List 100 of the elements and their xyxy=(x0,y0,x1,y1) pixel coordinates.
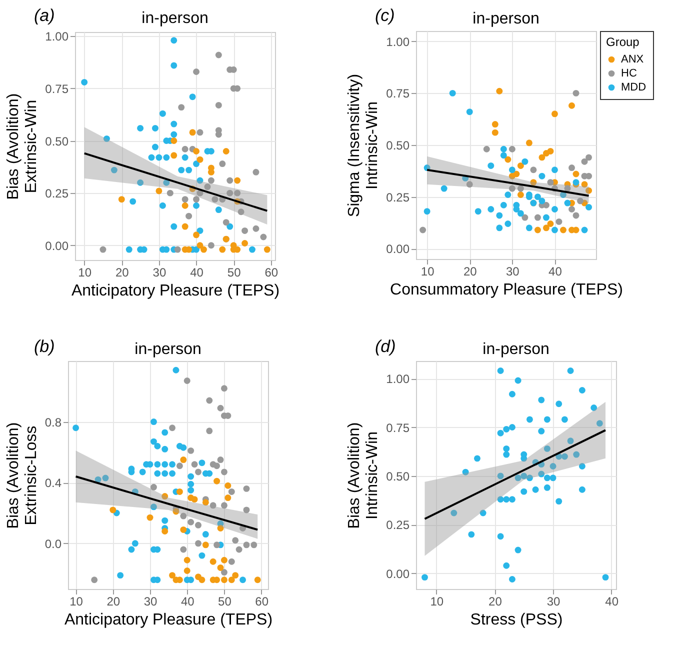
point xyxy=(568,164,575,172)
point xyxy=(170,138,178,144)
point xyxy=(186,166,192,174)
x-tick-label: 30 xyxy=(144,594,158,608)
point xyxy=(226,177,234,184)
point xyxy=(551,206,558,212)
point xyxy=(254,576,261,584)
point xyxy=(240,576,246,584)
point xyxy=(564,200,571,206)
point xyxy=(538,172,546,180)
point xyxy=(226,190,234,196)
point xyxy=(496,224,503,232)
y-axis-title: Bias (Avolition) Extrinsic-Win xyxy=(5,93,40,200)
y-tick-label: 0.25 xyxy=(386,190,410,204)
point xyxy=(169,424,176,432)
point xyxy=(462,468,469,476)
point xyxy=(538,198,546,204)
point xyxy=(572,90,580,96)
point xyxy=(162,517,168,524)
point xyxy=(542,214,550,221)
point xyxy=(526,140,532,146)
point xyxy=(547,179,554,186)
point xyxy=(560,192,566,198)
point xyxy=(242,227,248,234)
point xyxy=(152,124,158,132)
point xyxy=(180,526,187,533)
point xyxy=(196,227,204,234)
point xyxy=(572,226,580,234)
point xyxy=(220,468,228,476)
point xyxy=(198,576,206,584)
point xyxy=(208,177,214,184)
point xyxy=(188,480,194,488)
point xyxy=(547,220,554,227)
point xyxy=(172,508,180,515)
point xyxy=(602,574,609,581)
point xyxy=(180,444,187,451)
point xyxy=(188,486,194,494)
point xyxy=(163,179,170,186)
point xyxy=(195,468,202,476)
point xyxy=(556,400,562,408)
point xyxy=(260,234,267,240)
point xyxy=(228,576,235,584)
point xyxy=(191,461,198,468)
point xyxy=(217,404,224,412)
point xyxy=(504,220,512,227)
point xyxy=(162,470,168,477)
point xyxy=(215,102,222,108)
point xyxy=(550,462,556,470)
point xyxy=(162,493,168,500)
y-tick-label: 1.00 xyxy=(386,34,410,49)
x-tick-label: 30 xyxy=(506,264,520,278)
point xyxy=(172,366,180,374)
point xyxy=(180,456,187,464)
x-tick-label: 10 xyxy=(420,264,435,278)
point xyxy=(538,154,546,161)
point xyxy=(560,226,566,234)
point xyxy=(243,506,250,514)
point xyxy=(169,470,176,477)
y-axis-title: Sigma (Insensitivity) Intrinsic-Win xyxy=(346,74,382,218)
point xyxy=(236,546,242,553)
point xyxy=(572,212,580,219)
point xyxy=(232,537,239,544)
x-axis-title: Anticipatory Pleasure (TEPS) xyxy=(71,282,280,300)
point xyxy=(508,166,516,174)
point xyxy=(513,170,520,178)
point xyxy=(193,232,200,238)
point xyxy=(488,162,494,169)
point xyxy=(154,470,161,477)
point xyxy=(243,542,250,548)
point xyxy=(186,212,192,220)
point xyxy=(117,572,124,579)
point xyxy=(202,499,209,506)
point xyxy=(198,552,206,559)
point xyxy=(193,202,200,209)
point xyxy=(166,190,174,196)
x-tick-label: 30 xyxy=(152,266,166,280)
point xyxy=(146,514,154,521)
point xyxy=(102,474,109,482)
point xyxy=(228,488,235,495)
point xyxy=(204,184,211,190)
x-tick-label: 10 xyxy=(78,266,92,280)
point xyxy=(503,445,510,452)
point xyxy=(150,438,157,445)
point xyxy=(184,556,190,564)
point xyxy=(497,472,504,480)
y-tick-label: 0.75 xyxy=(386,86,410,101)
point xyxy=(206,428,213,434)
point xyxy=(184,568,190,574)
x-tick-label: 40 xyxy=(605,594,619,608)
point xyxy=(497,533,504,540)
point xyxy=(503,562,510,569)
x-tick-label: 50 xyxy=(218,594,232,608)
point xyxy=(159,110,166,117)
point xyxy=(578,386,586,394)
point xyxy=(534,214,541,221)
point xyxy=(526,474,533,482)
point xyxy=(150,484,157,490)
point xyxy=(520,488,528,495)
x-tick-label: 20 xyxy=(488,594,502,608)
point xyxy=(234,177,241,184)
